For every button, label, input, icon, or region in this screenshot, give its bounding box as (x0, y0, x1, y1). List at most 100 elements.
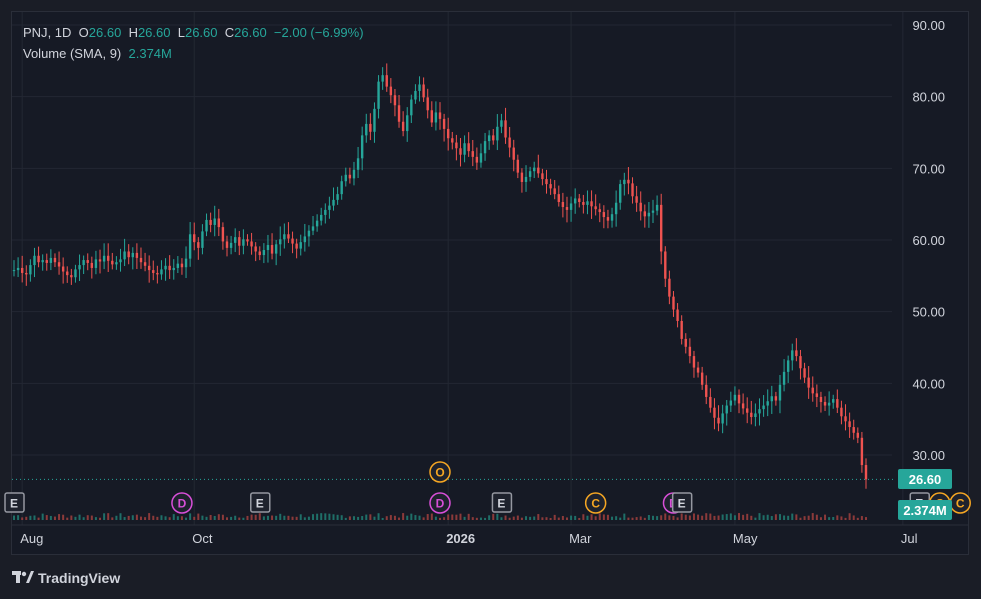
volume-bar (221, 514, 224, 520)
volume-bar (434, 516, 437, 520)
volume-bar (369, 514, 372, 520)
last-price-tag: 26.60 (898, 469, 952, 489)
volume-bar (541, 517, 544, 520)
volume-bar (94, 517, 97, 520)
candle-body (291, 238, 294, 244)
candle-body (459, 148, 462, 155)
close-label: C (224, 25, 235, 40)
tradingview-logo[interactable]: TradingView (12, 569, 120, 587)
candle-body (274, 244, 278, 254)
volume-bar (762, 515, 765, 520)
volume-bar (33, 515, 36, 520)
candle-body (512, 147, 515, 160)
candle-body (406, 115, 409, 132)
volume-bar (623, 513, 626, 520)
candle-body (283, 234, 286, 240)
volume-bar (430, 513, 433, 520)
earnings-marker[interactable] (491, 492, 513, 513)
volume-bar (254, 514, 257, 520)
volume-bar (754, 517, 757, 520)
candle-body (741, 403, 745, 409)
volume-bar (201, 515, 204, 520)
volume-bar (692, 513, 695, 520)
volume-bar (62, 514, 65, 520)
candle-body (434, 112, 438, 123)
chart-panel[interactable] (11, 11, 969, 555)
volume-bar (615, 516, 618, 520)
volume-bar (729, 513, 732, 520)
earnings-marker[interactable] (4, 492, 25, 513)
volume-bar (156, 516, 159, 520)
volume-bar (844, 517, 847, 520)
volume-bar (488, 515, 491, 520)
candle-body (848, 421, 851, 428)
volume-bar (819, 517, 822, 520)
candle-body (238, 237, 241, 246)
candle-body (389, 86, 393, 96)
candle-body (672, 296, 675, 310)
candle-body (270, 245, 274, 254)
dividend-marker[interactable] (171, 492, 193, 514)
candle-body (438, 112, 442, 119)
x-tick-label: May (733, 531, 758, 546)
event-marker-label: O (435, 466, 444, 480)
interval-label[interactable]: 1D (54, 25, 72, 40)
volume-bar (627, 517, 630, 520)
candle-body (332, 199, 335, 206)
candle-body (602, 212, 606, 218)
candle-body (229, 242, 233, 248)
volume-bar (398, 517, 401, 520)
candle-body (819, 396, 823, 402)
volume-bar (824, 514, 827, 520)
candle-body (647, 212, 651, 217)
candle-body (348, 174, 352, 179)
volume-bar (152, 515, 155, 520)
candle-body (811, 387, 814, 394)
volume-bar (557, 517, 560, 520)
volume-bar (279, 513, 282, 520)
candle-body (492, 135, 495, 141)
candle-body (766, 401, 769, 406)
candle-body (688, 346, 692, 357)
volume-bar (545, 517, 548, 520)
candle-body (791, 350, 794, 361)
candle-body (410, 99, 413, 116)
candle-body (393, 95, 397, 106)
earnings-marker[interactable] (250, 492, 271, 513)
candle-body (164, 265, 167, 270)
earnings-marker[interactable] (671, 492, 693, 513)
volume-bar (45, 515, 48, 520)
volume-bar (418, 515, 421, 520)
candle-body (12, 270, 16, 272)
candle-body (483, 141, 487, 154)
volume-bar (176, 516, 179, 520)
volume-bar (500, 517, 503, 520)
y-tick-label: 60.00 (912, 233, 945, 248)
dividend-marker[interactable] (429, 492, 451, 514)
candle-body (102, 255, 106, 262)
candle-body (315, 220, 319, 227)
volume-bar (467, 513, 470, 520)
volume-bar (549, 517, 552, 520)
candle-body (385, 75, 388, 87)
event-marker-label: E (497, 497, 505, 511)
volume-bar (586, 515, 589, 520)
corporate-marker[interactable] (584, 492, 607, 514)
candle-body (762, 405, 765, 410)
candle-body (147, 265, 151, 271)
candle-body (66, 271, 69, 276)
volume-bar (291, 516, 294, 520)
candle-body (123, 251, 126, 260)
candle-body (537, 167, 540, 174)
candle-body (377, 81, 380, 109)
other-event-marker[interactable] (429, 461, 451, 483)
volume-legend[interactable]: Volume (SMA, 9) 2.374M (23, 46, 172, 61)
candle-body (156, 272, 159, 275)
volume-bar (439, 517, 441, 520)
candle-body (98, 259, 102, 262)
symbol-label[interactable]: PNJ (23, 25, 48, 40)
y-tick-label: 30.00 (912, 448, 945, 463)
volume-bar (168, 517, 171, 520)
volume-bar (393, 515, 396, 520)
